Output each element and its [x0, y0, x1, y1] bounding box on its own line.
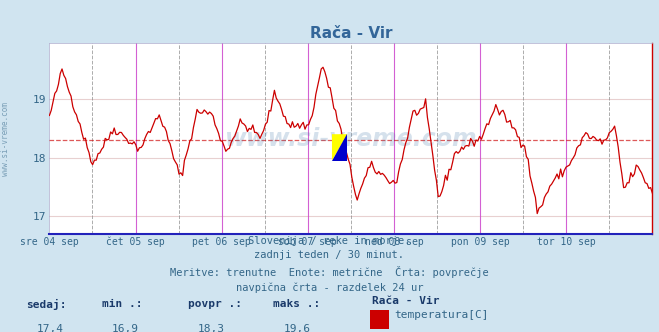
Text: Slovenija / reke in morje.
zadnji teden / 30 minut.
Meritve: trenutne  Enote: me: Slovenija / reke in morje. zadnji teden …: [170, 236, 489, 293]
Text: sedaj:: sedaj:: [26, 299, 67, 310]
Text: temperatura[C]: temperatura[C]: [394, 310, 488, 320]
Text: 19,6: 19,6: [283, 324, 310, 332]
Text: maks .:: maks .:: [273, 299, 321, 309]
Text: Rača - Vir: Rača - Vir: [372, 296, 440, 306]
Text: 18,3: 18,3: [198, 324, 225, 332]
Polygon shape: [332, 134, 347, 161]
Text: 17,4: 17,4: [36, 324, 63, 332]
Bar: [370, 310, 389, 329]
Polygon shape: [332, 134, 347, 161]
Text: 16,9: 16,9: [112, 324, 139, 332]
Text: www.si-vreme.com: www.si-vreme.com: [225, 126, 477, 151]
Title: Rača - Vir: Rača - Vir: [310, 26, 392, 41]
Text: www.si-vreme.com: www.si-vreme.com: [1, 103, 11, 176]
Text: povpr .:: povpr .:: [188, 299, 242, 309]
Text: min .:: min .:: [102, 299, 142, 309]
